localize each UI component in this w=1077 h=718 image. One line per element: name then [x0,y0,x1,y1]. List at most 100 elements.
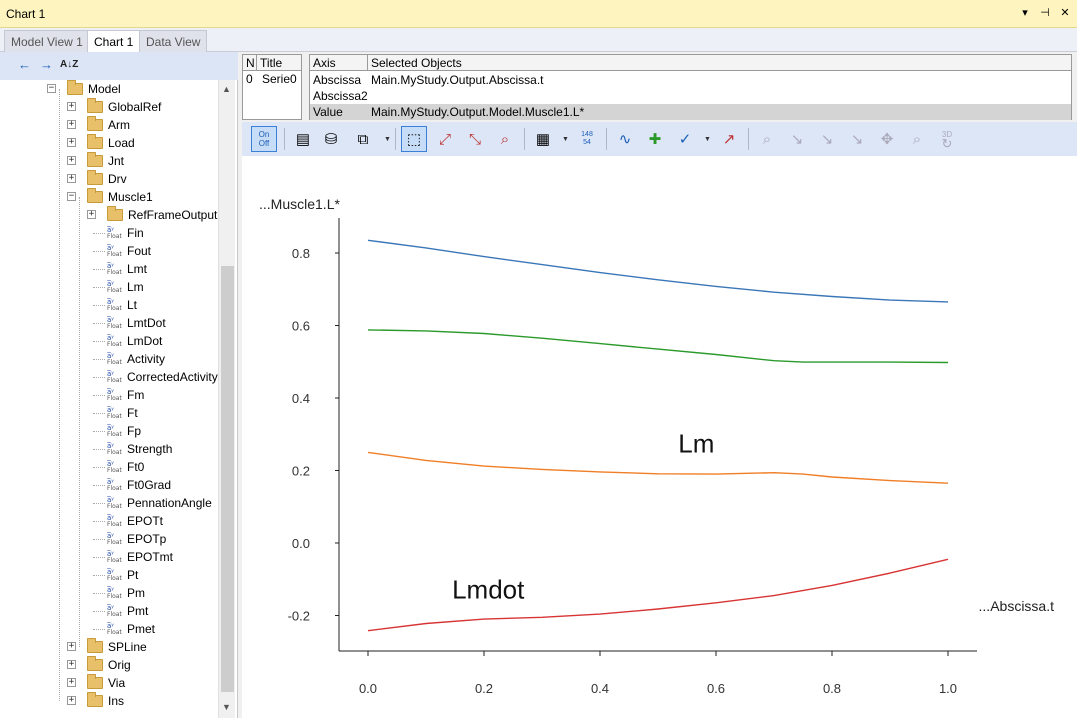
tree-item-ft[interactable]: a̅ʸ Float Ft [93,404,138,422]
scroll-up-icon[interactable]: ▲ [222,84,231,94]
collapse-icon[interactable]: − [47,83,56,93]
tab-model-view-1[interactable]: Model View 1 [4,30,90,52]
remove-series-icon[interactable]: ✓ [678,131,692,148]
tree-item-lmtdot[interactable]: a̅ʸ Float LmtDot [93,314,166,332]
tree-item-label: Ft0 [127,460,145,474]
tree-item-lm[interactable]: a̅ʸ Float Lm [93,278,144,296]
tree-item-muscle1[interactable]: − Muscle1 [67,188,153,206]
pin-icon[interactable]: ⊣ [1040,7,1050,19]
series-curve-icon[interactable]: ∿ [618,131,632,148]
rotate-3d-icon[interactable]: 3D ↻ [934,126,960,152]
expand-icon[interactable]: + [67,137,76,147]
tree-scrollbar[interactable]: ▲ ▼ [218,80,235,718]
tree-item-strength[interactable]: a̅ʸ Float Strength [93,440,172,458]
expand-icon[interactable]: + [87,209,96,219]
view-zy-icon[interactable]: ↘ [850,131,864,148]
database-icon[interactable]: ⛁ [324,131,338,148]
tree-item-via[interactable]: + Via [67,674,125,692]
tree-item-activity[interactable]: a̅ʸ Float Activity [93,350,165,368]
tree-item-pm[interactable]: a̅ʸ Float Pm [93,584,145,602]
tree-item-fin[interactable]: a̅ʸ Float Fin [93,224,144,242]
tree-item-pmet[interactable]: a̅ʸ Float Pmet [93,620,155,638]
properties-icon[interactable]: ▤ [295,131,311,148]
number-format-icon[interactable]: 148 54 [574,126,600,152]
axis-row-value-object[interactable]: Main.MyStudy.Output.Model.Muscle1.L* [371,105,585,119]
zoom-box-icon[interactable]: ⬚ [401,126,427,152]
tree-item-model[interactable]: − Model [47,80,121,98]
close-icon[interactable]: ✕ [1060,7,1070,19]
expand-icon[interactable]: + [67,659,76,669]
pan-icon[interactable]: ✥ [880,131,894,148]
forward-arrow-icon[interactable]: → [40,57,53,72]
tree-item-refframeoutput[interactable]: + RefFrameOutput [87,206,217,224]
series-dropdown-icon[interactable]: ▼ [704,136,711,143]
export-icon[interactable]: ⧉ [357,130,369,148]
scroll-thumb[interactable] [221,266,234,692]
float-icon-bottom: Float [107,593,122,600]
export-dropdown-icon[interactable]: ▼ [384,136,391,143]
tree-item-fout[interactable]: a̅ʸ Float Fout [93,242,151,260]
fit-view-icon[interactable]: ⤡ [468,130,481,148]
axis-row-abscissa2[interactable]: Abscissa2 [313,89,368,103]
grid-icon[interactable]: ▦ [535,131,551,148]
dropdown-icon[interactable]: ▾ [1022,7,1028,19]
expand-icon[interactable]: + [67,101,76,111]
tree-item-orig[interactable]: + Orig [67,656,131,674]
back-arrow-icon[interactable]: ← [18,57,31,72]
tree-item-jnt[interactable]: + Jnt [67,152,124,170]
series-row-n[interactable]: 0 [246,72,253,86]
tree-item-correctedactivity[interactable]: a̅ʸ Float CorrectedActivity [93,368,218,386]
view-yx-icon[interactable]: ↘ [790,131,804,148]
expand-icon[interactable]: + [67,677,76,687]
axis-row-abscissa[interactable]: Abscissa [313,73,362,87]
tree-item-load[interactable]: + Load [67,134,135,152]
view-zx-icon[interactable]: ↘ [820,131,834,148]
scroll-down-icon[interactable]: ▼ [222,702,231,712]
tree-item-ft0[interactable]: a̅ʸ Float Ft0 [93,458,145,476]
zoom-vertical-icon[interactable]: ⌕ [912,130,922,148]
expand-icon[interactable]: + [67,155,76,165]
on-off-toggle-button[interactable]: On Off [251,126,277,152]
expand-icon[interactable]: + [67,173,76,183]
tree-item-lmdot[interactable]: a̅ʸ Float LmDot [93,332,162,350]
sort-alpha-icon[interactable]: A↓Z [60,59,79,70]
axis-row-abscissa-object[interactable]: Main.MyStudy.Output.Abscissa.t [371,73,544,87]
float-icon-bottom: Float [107,395,122,402]
tree-connector [93,413,105,414]
chart-trend-icon[interactable]: ↗ [722,131,736,148]
tree-item-ins[interactable]: + Ins [67,692,124,710]
tree-item-spline[interactable]: + SPLine [67,638,147,656]
zoom-icon[interactable]: ⌕ [500,130,510,148]
tree-item-pennationangle[interactable]: a̅ʸ Float PennationAngle [93,494,212,512]
add-series-icon[interactable]: ✚ [648,131,662,148]
tree-item-pt[interactable]: a̅ʸ Float Pt [93,566,138,584]
grid-dropdown-icon[interactable]: ▼ [562,136,569,143]
tree-item-fm[interactable]: a̅ʸ Float Fm [93,386,144,404]
tree-item-ft0grad[interactable]: a̅ʸ Float Ft0Grad [93,476,171,494]
float-output-icon: a̅ʸ Float [107,352,123,366]
tree-item-epott[interactable]: a̅ʸ Float EPOTt [93,512,163,530]
series-row-title[interactable]: Serie0 [262,72,297,86]
tab-data-view[interactable]: Data View [139,30,208,52]
tree-connector [93,521,105,522]
tree-item-pmt[interactable]: a̅ʸ Float Pmt [93,602,148,620]
tree-item-epotp[interactable]: a̅ʸ Float EPOTp [93,530,166,548]
axis-row-value[interactable]: Value [313,105,343,119]
zoom-disabled-icon[interactable]: ⌕ [762,130,772,148]
tree-item-lt[interactable]: a̅ʸ Float Lt [93,296,137,314]
tab-chart-1[interactable]: Chart 1 [87,30,141,53]
axis-row-abscissa2-object[interactable] [368,88,374,104]
tree-item-lmt[interactable]: a̅ʸ Float Lmt [93,260,147,278]
fit-chart-icon[interactable]: ⤢ [438,130,451,148]
collapse-icon[interactable]: − [67,191,76,201]
tree-item-globalref[interactable]: + GlobalRef [67,98,161,116]
tree-item-arm[interactable]: + Arm [67,116,130,134]
line-chart[interactable]: -0.2 0.0 0.2 0.4 0.6 0.8 0.0 0.2 0.4 0.6 0.8 1.0...… [242,156,1077,718]
expand-icon[interactable]: + [67,695,76,705]
toolbar-separator [395,128,396,150]
tree-item-drv[interactable]: + Drv [67,170,127,188]
expand-icon[interactable]: + [67,119,76,129]
tree-item-fp[interactable]: a̅ʸ Float Fp [93,422,141,440]
expand-icon[interactable]: + [67,641,76,651]
tree-item-epotmt[interactable]: a̅ʸ Float EPOTmt [93,548,173,566]
